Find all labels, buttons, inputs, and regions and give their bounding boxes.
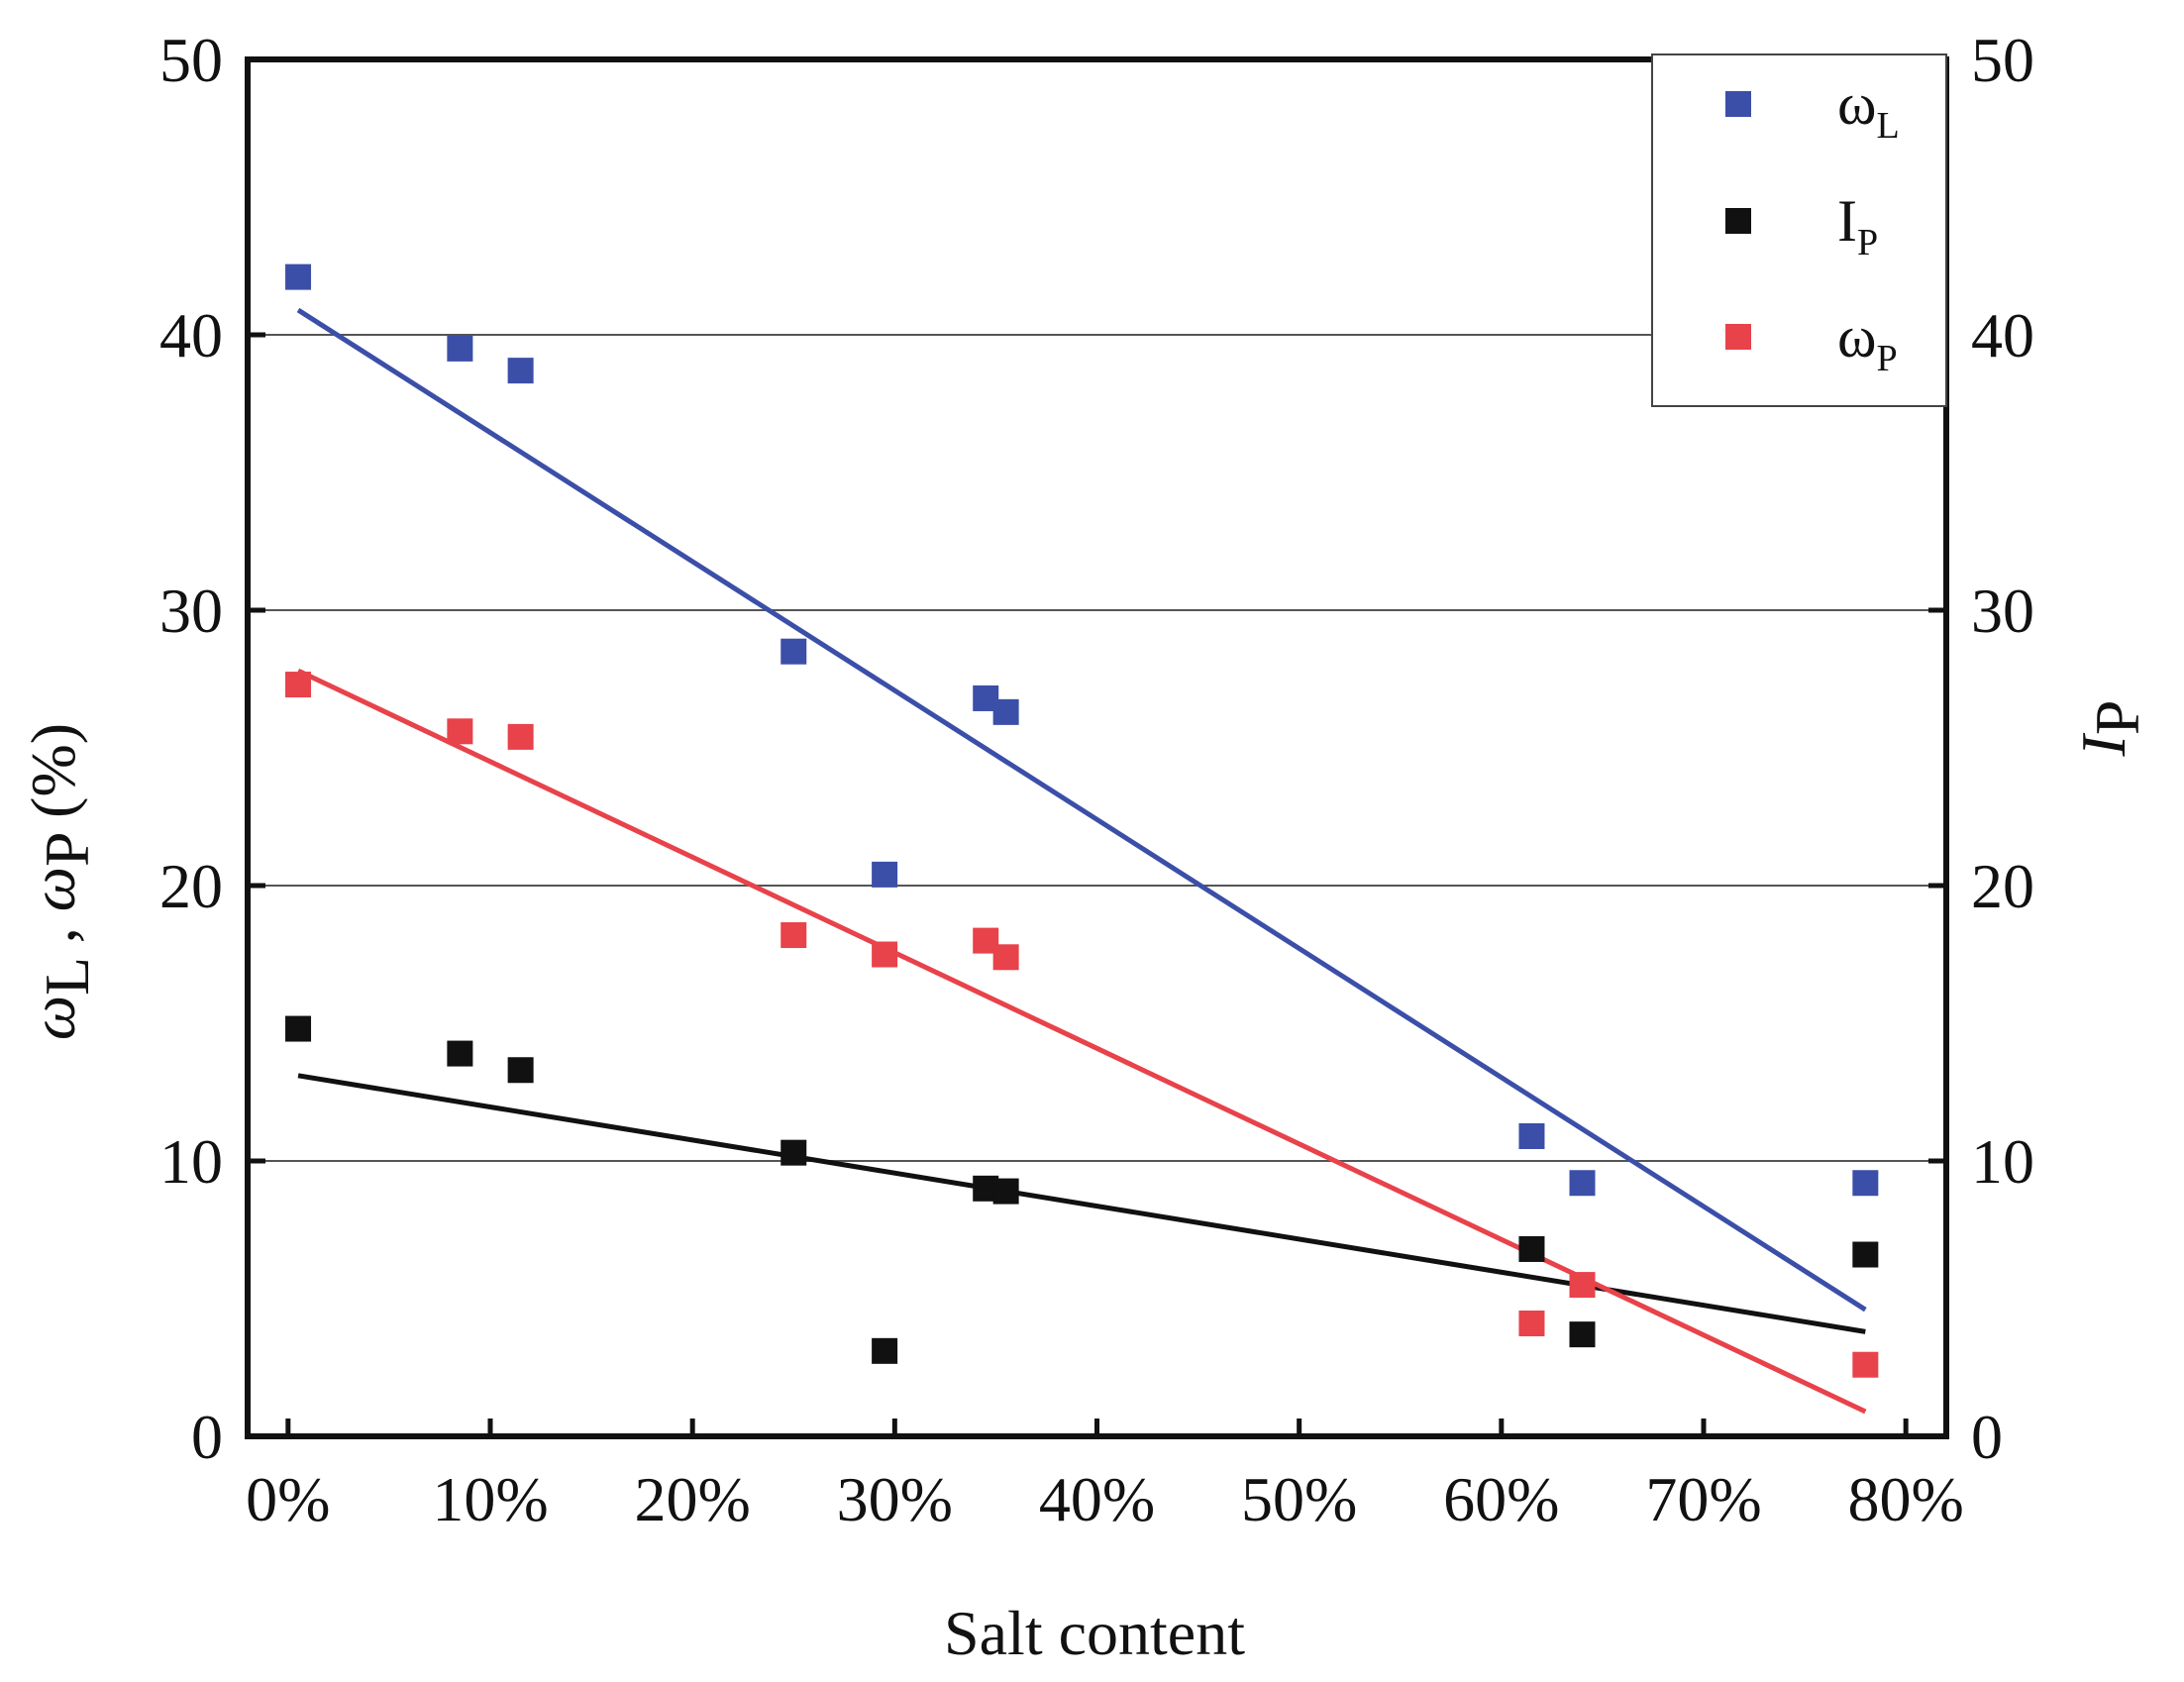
data-point [447,718,473,745]
x-tick-label: 30% [837,1464,953,1534]
data-point [872,1337,898,1364]
y-tick-label-left: 20 [159,851,223,921]
y-axis-title-left: ωL , ωP (%) [18,723,102,1040]
data-point [1852,1170,1879,1197]
data-point [1569,1170,1596,1197]
grid-lines [248,334,1946,1162]
data-point [285,672,312,698]
y-right-main: I [2068,732,2138,757]
y-tick-label-right: 40 [1971,300,2034,370]
data-point [992,944,1019,971]
y-right-sub: P [2082,700,2152,736]
data-point [1852,1351,1879,1378]
y-tick-label-left: 30 [159,576,223,646]
x-tick-label: 80% [1848,1464,1964,1534]
legend-label: ωL [1837,71,1900,147]
y-left-sub-1: L [32,959,102,996]
y-tick-label-right: 10 [1971,1126,2034,1197]
data-point [285,1015,312,1042]
data-point [1518,1311,1545,1337]
data-point [1518,1122,1545,1149]
x-tick-label: 10% [432,1464,548,1534]
data-point [780,1139,807,1166]
y-left-sub-2: P [32,833,102,867]
y-tick-label-left: 10 [159,1126,223,1197]
legend-label: ωP [1837,304,1898,379]
data-point [507,358,534,384]
fit-line [296,668,1867,1415]
data-point [285,263,312,290]
y-tick-label-left: 50 [159,25,223,95]
y-tick-label-left: 40 [159,300,223,370]
fit-line [296,307,1867,1313]
data-point [1518,1235,1545,1262]
y-tick-label-right: 30 [1971,576,2034,646]
data-point [780,922,807,949]
data-point [1569,1272,1596,1299]
fit-lines [296,307,1867,1415]
y-left-unit: (%) [18,723,88,834]
data-point [780,638,807,665]
x-tick-label: 50% [1241,1464,1357,1534]
data-point [507,1057,534,1084]
legend-marker [1725,208,1751,234]
x-tick-label: 20% [635,1464,751,1534]
data-point [1852,1241,1879,1268]
x-axis-title: Salt content [944,1598,1245,1668]
data-point [872,861,898,888]
x-tick-label: 0% [246,1464,330,1534]
axis-ticks [248,56,1946,1439]
legend-label: IP [1837,188,1878,263]
data-point [447,335,473,362]
data-point [872,941,898,968]
y-left-separator: , [18,911,88,959]
legend-box [1651,53,1947,407]
legend-marker [1725,324,1751,350]
legend: ωL IP ωP [1651,53,1947,407]
data-point [447,1040,473,1067]
legend-marker [1725,91,1751,117]
y-tick-labels-left: 0 10 20 30 40 50 [159,25,223,1472]
x-tick-label: 60% [1443,1464,1559,1534]
x-tick-label: 70% [1645,1464,1761,1534]
data-point [992,698,1019,725]
x-tick-label: 40% [1039,1464,1155,1534]
data-point [1569,1321,1596,1348]
data-points [285,263,1879,1378]
y-tick-label-right: 50 [1971,25,2034,95]
y-tick-label-right: 20 [1971,851,2034,921]
data-point [507,723,534,750]
y-tick-labels-right: 0 10 20 30 40 50 [1971,25,2034,1472]
y-tick-label-right: 0 [1971,1402,2003,1472]
y-tick-label-left: 0 [191,1402,223,1472]
x-tick-labels: 0% 10% 20% 30% 40% 50% 60% 70% 80% [246,1464,1964,1534]
y-axis-title-right: IP [2068,700,2152,758]
data-point [992,1178,1019,1205]
y-left-omega-2: ω [18,867,88,911]
y-left-omega-1: ω [18,996,88,1040]
